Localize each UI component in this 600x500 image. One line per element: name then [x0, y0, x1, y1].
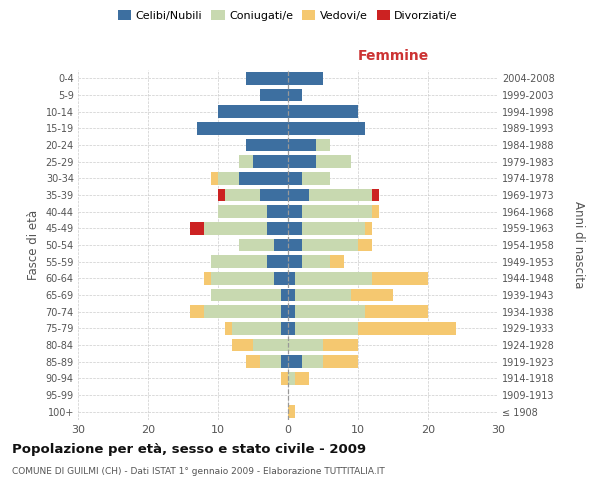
Bar	[288, 172, 302, 184]
Bar	[288, 289, 295, 301]
Bar	[351, 289, 393, 301]
Y-axis label: Fasce di età: Fasce di età	[27, 210, 40, 280]
Bar	[288, 138, 316, 151]
Bar	[267, 222, 288, 234]
Bar	[316, 138, 330, 151]
Bar	[267, 256, 288, 268]
Bar	[372, 206, 379, 218]
Bar	[288, 339, 323, 351]
Text: Femmine: Femmine	[358, 49, 428, 63]
Bar	[232, 322, 281, 334]
Bar	[302, 222, 365, 234]
Bar	[218, 206, 267, 218]
Bar	[316, 156, 351, 168]
Bar	[330, 256, 344, 268]
Bar	[288, 356, 302, 368]
Bar	[288, 322, 295, 334]
Bar	[260, 89, 288, 101]
Bar	[274, 239, 288, 251]
Bar	[295, 322, 358, 334]
Bar	[281, 322, 288, 334]
Bar	[260, 188, 288, 201]
Bar	[218, 172, 239, 184]
Bar	[288, 72, 323, 85]
Bar	[204, 272, 211, 284]
Bar	[204, 222, 267, 234]
Bar	[323, 339, 358, 351]
Bar	[246, 356, 260, 368]
Bar	[288, 306, 295, 318]
Bar	[288, 406, 295, 418]
Bar	[295, 306, 365, 318]
Bar	[288, 206, 302, 218]
Text: COMUNE DI GUILMI (CH) - Dati ISTAT 1° gennaio 2009 - Elaborazione TUTTITALIA.IT: COMUNE DI GUILMI (CH) - Dati ISTAT 1° ge…	[12, 468, 385, 476]
Bar	[295, 372, 309, 384]
Bar	[232, 339, 253, 351]
Bar	[253, 156, 288, 168]
Bar	[288, 188, 309, 201]
Bar	[295, 272, 372, 284]
Text: Popolazione per età, sesso e stato civile - 2009: Popolazione per età, sesso e stato civil…	[12, 442, 366, 456]
Bar	[302, 239, 358, 251]
Bar	[267, 206, 288, 218]
Bar	[246, 138, 288, 151]
Bar	[302, 256, 330, 268]
Bar	[239, 172, 288, 184]
Bar	[309, 188, 372, 201]
Bar	[281, 372, 288, 384]
Bar	[372, 188, 379, 201]
Bar	[225, 188, 260, 201]
Y-axis label: Anni di nascita: Anni di nascita	[572, 202, 584, 288]
Bar	[302, 206, 372, 218]
Bar	[288, 239, 302, 251]
Bar	[288, 122, 365, 134]
Bar	[190, 306, 204, 318]
Bar	[358, 239, 372, 251]
Bar	[358, 322, 456, 334]
Legend: Celibi/Nubili, Coniugati/e, Vedovi/e, Divorziati/e: Celibi/Nubili, Coniugati/e, Vedovi/e, Di…	[116, 8, 460, 24]
Bar	[211, 272, 274, 284]
Bar	[239, 239, 274, 251]
Bar	[211, 289, 281, 301]
Bar	[281, 306, 288, 318]
Bar	[372, 272, 428, 284]
Bar	[218, 188, 225, 201]
Bar	[365, 306, 428, 318]
Bar	[253, 339, 288, 351]
Bar	[190, 222, 204, 234]
Bar	[288, 156, 316, 168]
Bar	[211, 256, 267, 268]
Bar	[197, 122, 288, 134]
Bar	[288, 372, 295, 384]
Bar	[281, 289, 288, 301]
Bar	[295, 289, 351, 301]
Bar	[218, 106, 288, 118]
Bar	[288, 256, 302, 268]
Bar	[225, 322, 232, 334]
Bar	[288, 222, 302, 234]
Bar	[302, 172, 330, 184]
Bar	[281, 356, 288, 368]
Bar	[288, 89, 302, 101]
Bar	[260, 356, 281, 368]
Bar	[246, 72, 288, 85]
Bar	[288, 272, 295, 284]
Bar	[274, 272, 288, 284]
Bar	[211, 172, 218, 184]
Bar	[239, 156, 253, 168]
Bar	[288, 106, 358, 118]
Bar	[204, 306, 281, 318]
Bar	[323, 356, 358, 368]
Bar	[365, 222, 372, 234]
Bar	[302, 356, 323, 368]
